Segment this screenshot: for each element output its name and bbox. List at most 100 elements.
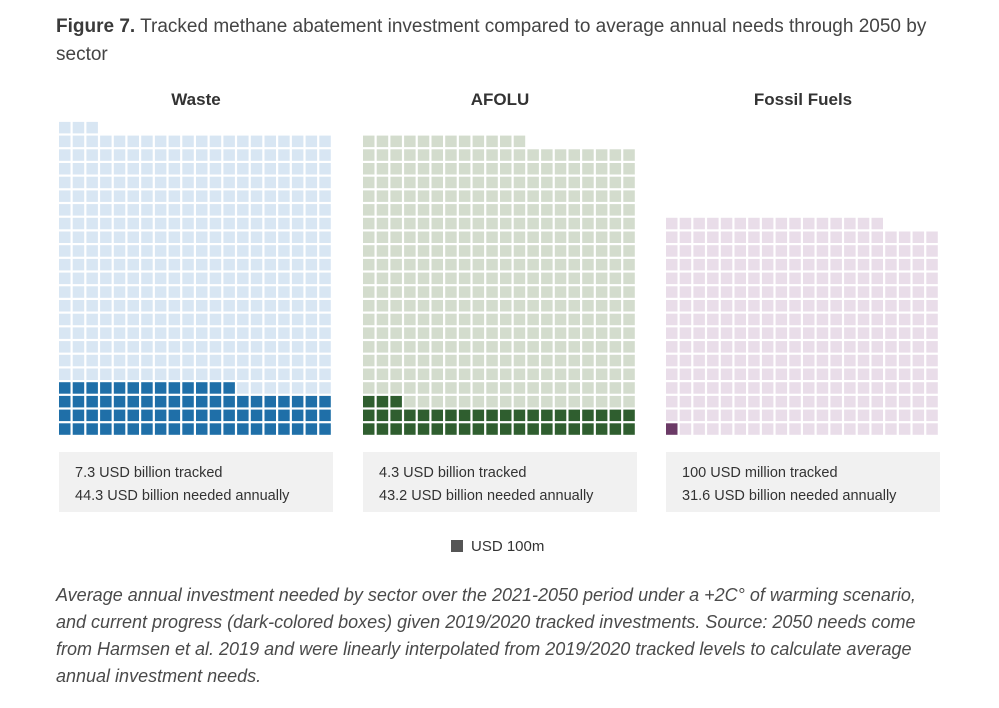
needed-box <box>554 327 567 339</box>
needed-box <box>609 368 622 380</box>
needed-box <box>305 190 318 202</box>
needed-box <box>871 382 883 394</box>
tracked-box <box>237 395 249 408</box>
needed-box <box>376 231 389 243</box>
needed-box <box>404 313 416 326</box>
needed-box <box>127 258 139 271</box>
needed-box <box>141 354 153 367</box>
needed-box <box>305 313 318 326</box>
needed-box <box>291 272 304 285</box>
needed-box <box>59 176 71 189</box>
needed-box <box>431 258 443 271</box>
needed-box <box>748 286 760 298</box>
tracked-box <box>404 423 416 435</box>
needed-box <box>86 368 98 380</box>
needed-box <box>885 341 897 353</box>
needed-box <box>72 176 85 189</box>
needed-box <box>404 135 416 148</box>
needed-box <box>803 272 815 285</box>
needed-box <box>912 272 925 285</box>
needed-box <box>623 286 635 298</box>
needed-box <box>363 190 375 202</box>
tracked-box <box>568 409 580 422</box>
needed-box <box>666 341 678 353</box>
tracked-box <box>86 382 98 394</box>
needed-box <box>305 163 318 175</box>
needed-box <box>486 149 498 161</box>
needed-box <box>319 368 331 380</box>
needed-box <box>707 327 719 339</box>
needed-box <box>912 313 925 326</box>
needed-box <box>100 231 112 243</box>
needed-box <box>59 272 71 285</box>
needed-box <box>445 245 457 257</box>
needed-box <box>554 245 567 257</box>
needed-box <box>72 313 85 326</box>
needed-box <box>816 409 829 422</box>
tracked-box <box>291 409 304 422</box>
needed-box <box>527 327 539 339</box>
tracked-box <box>305 409 318 422</box>
needed-box <box>237 354 249 367</box>
tracked-box <box>609 423 622 435</box>
needed-box <box>857 300 870 312</box>
legend: USD 100m <box>451 538 544 555</box>
needed-box <box>127 135 139 148</box>
needed-box <box>720 395 733 408</box>
needed-box <box>445 395 457 408</box>
needed-box <box>789 382 801 394</box>
needed-box <box>127 300 139 312</box>
tracked-box <box>168 382 181 394</box>
needed-box <box>196 176 208 189</box>
needed-box <box>458 135 471 148</box>
needed-box <box>775 382 788 394</box>
needed-box <box>761 245 774 257</box>
needed-box <box>458 368 471 380</box>
needed-box <box>679 354 692 367</box>
needed-box <box>100 313 112 326</box>
needed-box <box>264 286 276 298</box>
needed-box <box>319 135 331 148</box>
needed-box <box>486 204 498 216</box>
needed-box <box>486 382 498 394</box>
needed-box <box>679 286 692 298</box>
needed-box <box>595 149 608 161</box>
tracked-box <box>376 423 389 435</box>
needed-box <box>500 231 512 243</box>
needed-box <box>775 231 788 243</box>
needed-box <box>803 354 815 367</box>
needed-box <box>926 423 938 435</box>
needed-box <box>885 258 897 271</box>
needed-box <box>513 286 526 298</box>
needed-box <box>857 258 870 271</box>
needed-box <box>305 258 318 271</box>
tracked-box <box>541 409 553 422</box>
needed-box <box>278 382 290 394</box>
needed-box <box>127 368 139 380</box>
needed-box <box>486 217 498 230</box>
needed-box <box>182 368 194 380</box>
needed-box <box>720 327 733 339</box>
needed-box <box>305 217 318 230</box>
tracked-box <box>250 395 263 408</box>
needed-box <box>445 204 457 216</box>
needed-box <box>223 190 235 202</box>
needed-box <box>554 286 567 298</box>
needed-box <box>871 217 883 230</box>
needed-box <box>486 190 498 202</box>
needed-box <box>554 163 567 175</box>
needed-box <box>209 327 222 339</box>
tracked-box <box>554 423 567 435</box>
needed-box <box>830 382 842 394</box>
needed-box <box>582 382 594 394</box>
needed-box <box>912 409 925 422</box>
needed-box <box>431 341 443 353</box>
needed-box <box>86 121 98 134</box>
needed-box <box>417 272 430 285</box>
needed-box <box>86 231 98 243</box>
needed-box <box>609 217 622 230</box>
needed-box <box>417 176 430 189</box>
needed-box <box>72 190 85 202</box>
needed-box <box>127 149 139 161</box>
